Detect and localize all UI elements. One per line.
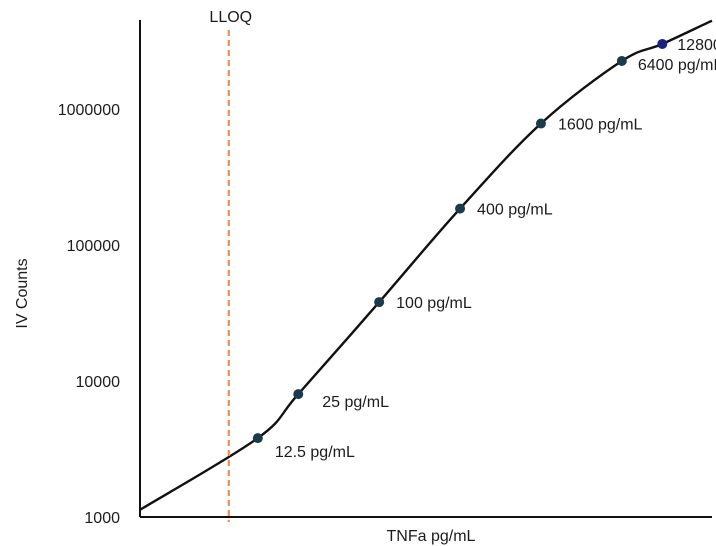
y-tick-label: 10000 (76, 374, 121, 391)
data-point (252, 433, 263, 444)
data-point-label: 1600 pg/mL (558, 117, 643, 134)
data-point (657, 38, 668, 49)
tick-labels-layer: 1000 10000 100000 1000000 IV Counts TNFa pg/m… (14, 37, 716, 545)
data-point-label: 12.5 pg/mL (275, 444, 355, 461)
data-point-label: 400 pg/mL (477, 202, 553, 219)
data-point (374, 297, 385, 308)
annotation-layer: LLOQ (209, 9, 252, 522)
data-point (455, 203, 466, 214)
y-tick-label: 1000 (84, 510, 120, 527)
data-point (535, 118, 546, 129)
fitted-curve-layer (139, 19, 713, 511)
fitted-curve (139, 19, 713, 511)
data-point (616, 55, 627, 66)
y-tick-label: 1000000 (58, 102, 120, 119)
data-points-layer (252, 38, 668, 444)
y-axis-title: IV Counts (14, 258, 31, 328)
y-tick-label: 100000 (67, 238, 120, 255)
axes (139, 20, 712, 518)
data-point-label: 25 pg/mL (322, 394, 389, 411)
data-point-label: 100 pg/mL (396, 295, 472, 312)
data-point (293, 389, 304, 400)
lloq-label: LLOQ (209, 9, 252, 26)
data-point-label: 6400 pg/mL (638, 57, 716, 74)
x-axis-title: TNFa pg/mL (387, 528, 476, 545)
data-point-label: 12800 pg/mL (677, 37, 716, 54)
